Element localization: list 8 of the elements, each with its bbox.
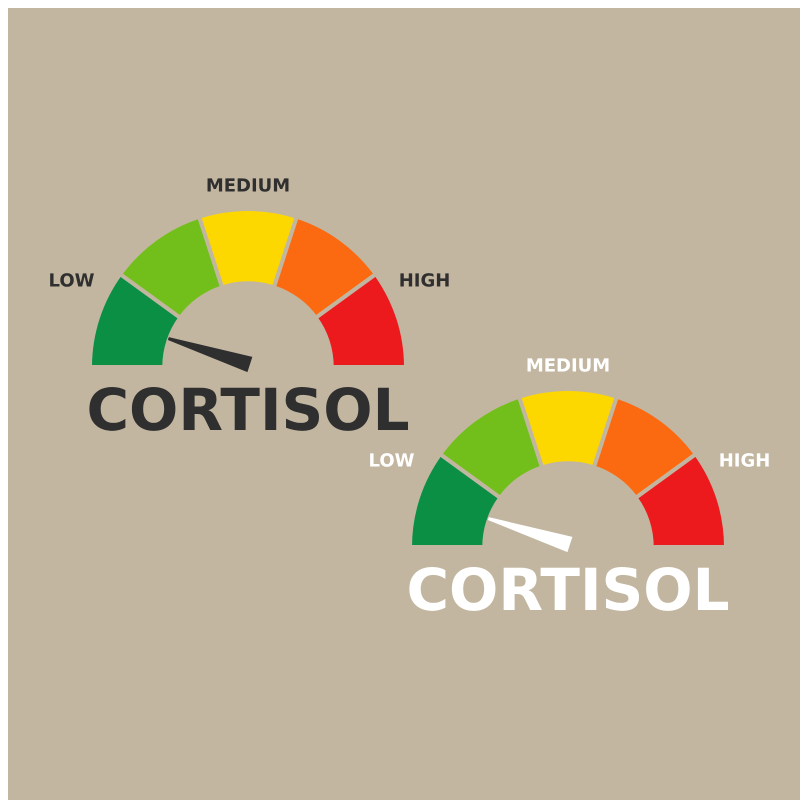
text: CORTISOL [86,376,410,444]
text: CORTISOL [406,556,730,624]
slice-label: MEDIUM [526,356,610,377]
slice-label: MEDIUM [206,176,290,197]
slice-label: HIGH [398,270,450,292]
slice-label: LOW [368,450,415,472]
slice-label: LOW [48,270,95,292]
slice-label: HIGH [718,450,770,472]
